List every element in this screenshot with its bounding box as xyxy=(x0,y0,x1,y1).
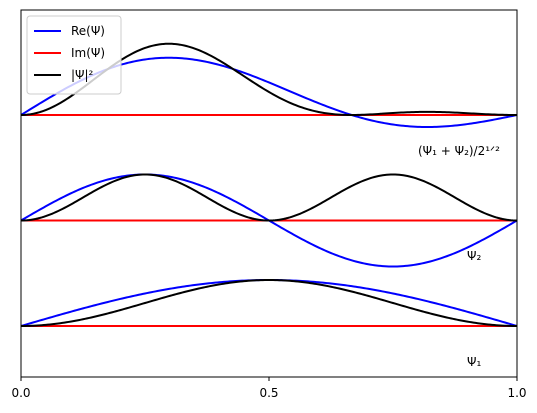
annotation-psi-1: Ψ₁ xyxy=(467,355,481,369)
x-tick-label-1: 0.5 xyxy=(259,386,278,400)
annotation-psi-sum: (Ψ₁ + Ψ₂)/2¹ᐟ² xyxy=(418,144,500,158)
x-tick-label-0: 0.0 xyxy=(11,386,30,400)
x-tick-label-2: 1.0 xyxy=(507,386,526,400)
x-axis: 0.0 0.5 1.0 xyxy=(11,377,527,400)
legend-label-re: Re(Ψ) xyxy=(71,24,105,38)
series-line-panel1-abs2 xyxy=(20,173,518,222)
annotation-psi-2: Ψ₂ xyxy=(467,249,481,263)
series-line-panel2-abs2 xyxy=(20,278,518,327)
legend: Re(Ψ) Im(Ψ) |Ψ|² xyxy=(26,15,122,95)
legend-label-abs2: |Ψ|² xyxy=(71,68,94,82)
series-line-panel2-re xyxy=(20,279,518,327)
legend-label-im: Im(Ψ) xyxy=(71,46,105,60)
